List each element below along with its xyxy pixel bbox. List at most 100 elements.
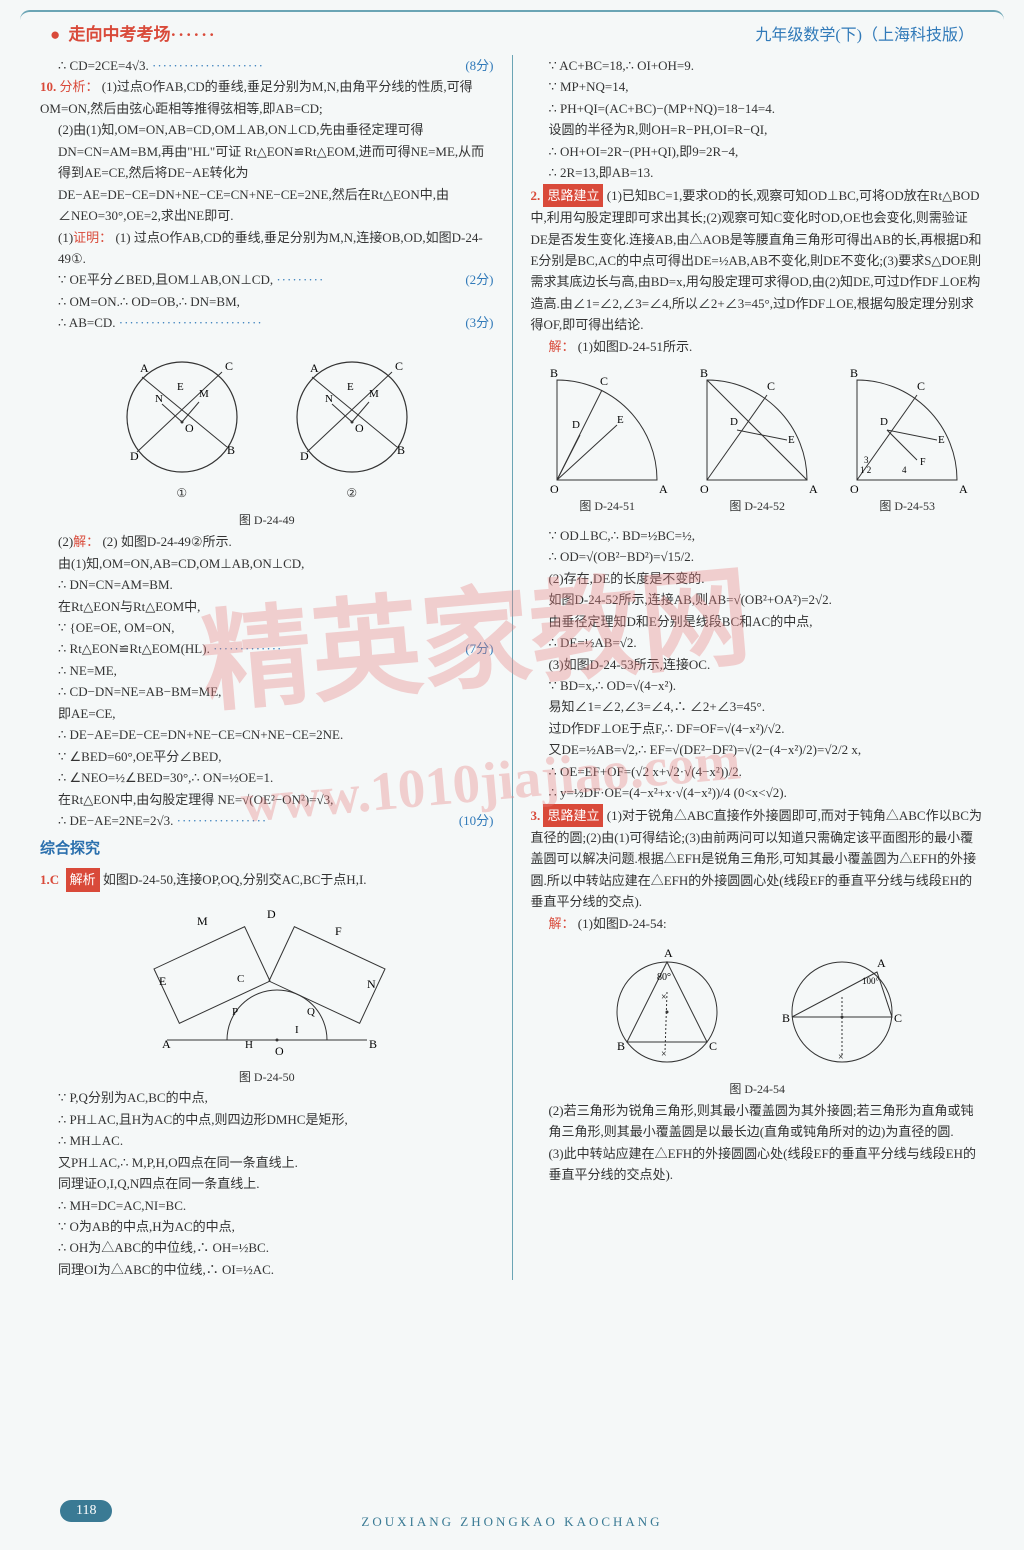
svg-text:A: A bbox=[809, 482, 818, 495]
text-line: ∴ MH=DC=AC,NI=BC. bbox=[40, 1195, 494, 1216]
page-border bbox=[20, 10, 1004, 50]
text-line: ∵ OD⊥BC,∴ BD=½BC=½, bbox=[530, 525, 984, 546]
svg-text:C: C bbox=[894, 1011, 902, 1025]
svg-text:B: B bbox=[397, 443, 405, 457]
svg-text:100°: 100° bbox=[862, 976, 880, 986]
svg-text:O: O bbox=[700, 482, 709, 495]
page-number: 118 bbox=[60, 1500, 112, 1522]
figure-d-24-49: A C D B E N M O ① bbox=[40, 342, 494, 504]
figure-d-24-54: A B C 80° × × A B C 100° × bbox=[530, 942, 984, 1072]
score-mark: (3分) bbox=[465, 312, 493, 333]
svg-text:C: C bbox=[395, 359, 403, 373]
svg-text:C: C bbox=[237, 973, 244, 985]
question-number: 1.C bbox=[40, 872, 59, 887]
svg-text:B: B bbox=[369, 1037, 377, 1051]
figure-caption: 图 D-24-49 bbox=[40, 511, 494, 531]
circumscribed-triangle-1: A B C 80° × × bbox=[592, 942, 742, 1072]
sector-diagram-3: O B A C D E F 1 2 3 4 bbox=[842, 365, 972, 495]
text-line: 又DE=½AB=√2,∴ EF=√(DE²−DF²)=√(2−(4−x²)/2)… bbox=[530, 739, 984, 760]
column-divider bbox=[512, 55, 513, 1280]
circle-diagram-1: A C D B E N M O bbox=[107, 342, 257, 482]
question-number: 2. bbox=[530, 188, 540, 203]
svg-text:4: 4 bbox=[902, 465, 907, 475]
text-line: ∴ OH为△ABC的中位线,∴ OH=½BC. bbox=[40, 1237, 494, 1258]
svg-text:3: 3 bbox=[864, 455, 869, 465]
analysis-label: 分析： bbox=[60, 79, 99, 94]
svg-text:M: M bbox=[197, 914, 208, 928]
svg-text:C: C bbox=[767, 379, 775, 393]
svg-text:Q: Q bbox=[307, 1006, 315, 1018]
score-mark: (10分) bbox=[459, 810, 494, 831]
text-line: (2)若三角形为锐角三角形,则其最小覆盖圆为其外接圆;若三角形为直角或钝角三角形… bbox=[530, 1100, 984, 1143]
approach-box: 思路建立 bbox=[543, 804, 603, 827]
svg-text:D: D bbox=[267, 907, 276, 921]
text-line: ∴ y=½DF·OE=(4−x²+x·√(4−x²))/4 (0<x<√2). bbox=[530, 782, 984, 803]
svg-text:P: P bbox=[232, 1006, 238, 1018]
analysis-box: 解析 bbox=[66, 868, 100, 891]
figure-row-51-53: O B A C D E 图 D-24-51 O B A bbox=[530, 365, 984, 517]
svg-text:×: × bbox=[661, 1049, 667, 1060]
text-line: 解： (1)如图D-24-51所示. bbox=[530, 336, 984, 357]
svg-text:C: C bbox=[917, 379, 925, 393]
svg-text:×: × bbox=[661, 992, 667, 1003]
tangent-diagram: A B O M D F E N C P Q H I bbox=[137, 900, 397, 1060]
figure-caption: 图 D-24-51 bbox=[542, 497, 672, 517]
main-content: ∴ CD=2CE=4√3. ····················· (8分)… bbox=[40, 55, 984, 1280]
text-line: ∴ OE=EF+OF=(√2 x+√2·√(4−x²))/2. bbox=[530, 761, 984, 782]
svg-text:M: M bbox=[199, 388, 209, 400]
solution-label: 解： bbox=[73, 534, 99, 549]
svg-text:F: F bbox=[920, 457, 926, 468]
text-line: (2)存在,DE的长度是不变的. bbox=[530, 568, 984, 589]
solution-label: 解： bbox=[548, 916, 574, 931]
text-line: 2. 思路建立 (1)已知BC=1,要求OD的长,观察可知OD⊥BC,可将OD放… bbox=[530, 184, 984, 336]
text-line: 在Rt△EON与Rt△EOM中, bbox=[40, 596, 494, 617]
text-line: (2)由(1)知,OM=ON,AB=CD,OM⊥AB,ON⊥CD,先由垂径定理可… bbox=[40, 119, 494, 226]
svg-text:A: A bbox=[664, 946, 673, 960]
svg-text:M: M bbox=[369, 388, 379, 400]
figure-d-24-50: A B O M D F E N C P Q H I bbox=[40, 900, 494, 1060]
text-line: ∴ Rt△EON≌Rt△EOM(HL). ············· (7分) bbox=[40, 638, 494, 659]
svg-text:C: C bbox=[709, 1039, 717, 1053]
question-number: 3. bbox=[530, 808, 540, 823]
text-line: 设圆的半径为R,则OH=R−PH,OI=R−QI, bbox=[530, 119, 984, 140]
text-line: (1)证明： (1) 过点O作AB,CD的垂线,垂足分别为M,N,连接OB,OD… bbox=[40, 227, 494, 270]
text-line: ∴ DE−AE=DE−CE=DN+NE−CE=CN+NE−CE=2NE. bbox=[40, 724, 494, 745]
text-line: 在Rt△EON中,由勾股定理得 NE=√(OE²−ON²)=√3, bbox=[40, 789, 494, 810]
svg-text:1 2: 1 2 bbox=[860, 465, 871, 475]
figure-caption: 图 D-24-54 bbox=[530, 1080, 984, 1100]
text-line: (3)如图D-24-53所示,连接OC. bbox=[530, 654, 984, 675]
score-mark: (2分) bbox=[465, 269, 493, 290]
text-line: ∵ BD=x,∴ OD=√(4−x²). bbox=[530, 675, 984, 696]
text-line: ∴ ∠NEO=½∠BED=30°,∴ ON=½OE=1. bbox=[40, 767, 494, 788]
text-line: ∴ CD−DN=NE=AB−BM=ME, bbox=[40, 681, 494, 702]
text-line: (2)解： (2) 如图D-24-49②所示. bbox=[40, 531, 494, 552]
text-line: ∴ OH+OI=2R−(PH+QI),即9=2R−4, bbox=[530, 141, 984, 162]
text-line: 即AE=CE, bbox=[40, 703, 494, 724]
proof-label: 证明： bbox=[73, 230, 112, 245]
page-footer: 118 ZOUXIANG ZHONGKAO KAOCHANG bbox=[0, 1514, 1024, 1530]
approach-box: 思路建立 bbox=[543, 184, 603, 207]
sector-diagram-2: O B A C D E bbox=[692, 365, 822, 495]
text-line: ∴ NE=ME, bbox=[40, 660, 494, 681]
text-line: ∴ CD=2CE=4√3. ····················· (8分) bbox=[40, 55, 494, 76]
text-line: 解： (1)如图D-24-54: bbox=[530, 913, 984, 934]
figure-caption: 图 D-24-50 bbox=[40, 1068, 494, 1088]
svg-text:E: E bbox=[788, 434, 795, 446]
svg-text:N: N bbox=[325, 393, 333, 405]
solution-label: 解： bbox=[548, 339, 574, 354]
figure-caption: 图 D-24-53 bbox=[842, 497, 972, 517]
svg-text:N: N bbox=[155, 393, 163, 405]
svg-text:B: B bbox=[782, 1011, 790, 1025]
svg-text:C: C bbox=[225, 359, 233, 373]
svg-text:D: D bbox=[300, 449, 309, 463]
sector-diagram-1: O B A C D E bbox=[542, 365, 672, 495]
text-line: 易知∠1=∠2,∠3=∠4,∴ ∠2+∠3=45°. bbox=[530, 696, 984, 717]
text-line: ∴ MH⊥AC. bbox=[40, 1130, 494, 1151]
svg-text:E: E bbox=[177, 381, 184, 393]
figure-caption: 图 D-24-52 bbox=[692, 497, 822, 517]
text-line: 如图D-24-52所示,连接AB,则AB=√(OB²+OA²)=2√2. bbox=[530, 589, 984, 610]
svg-text:B: B bbox=[617, 1039, 625, 1053]
svg-text:A: A bbox=[877, 956, 886, 970]
text-line: 由(1)知,OM=ON,AB=CD,OM⊥AB,ON⊥CD, bbox=[40, 553, 494, 574]
svg-text:×: × bbox=[838, 1052, 844, 1063]
